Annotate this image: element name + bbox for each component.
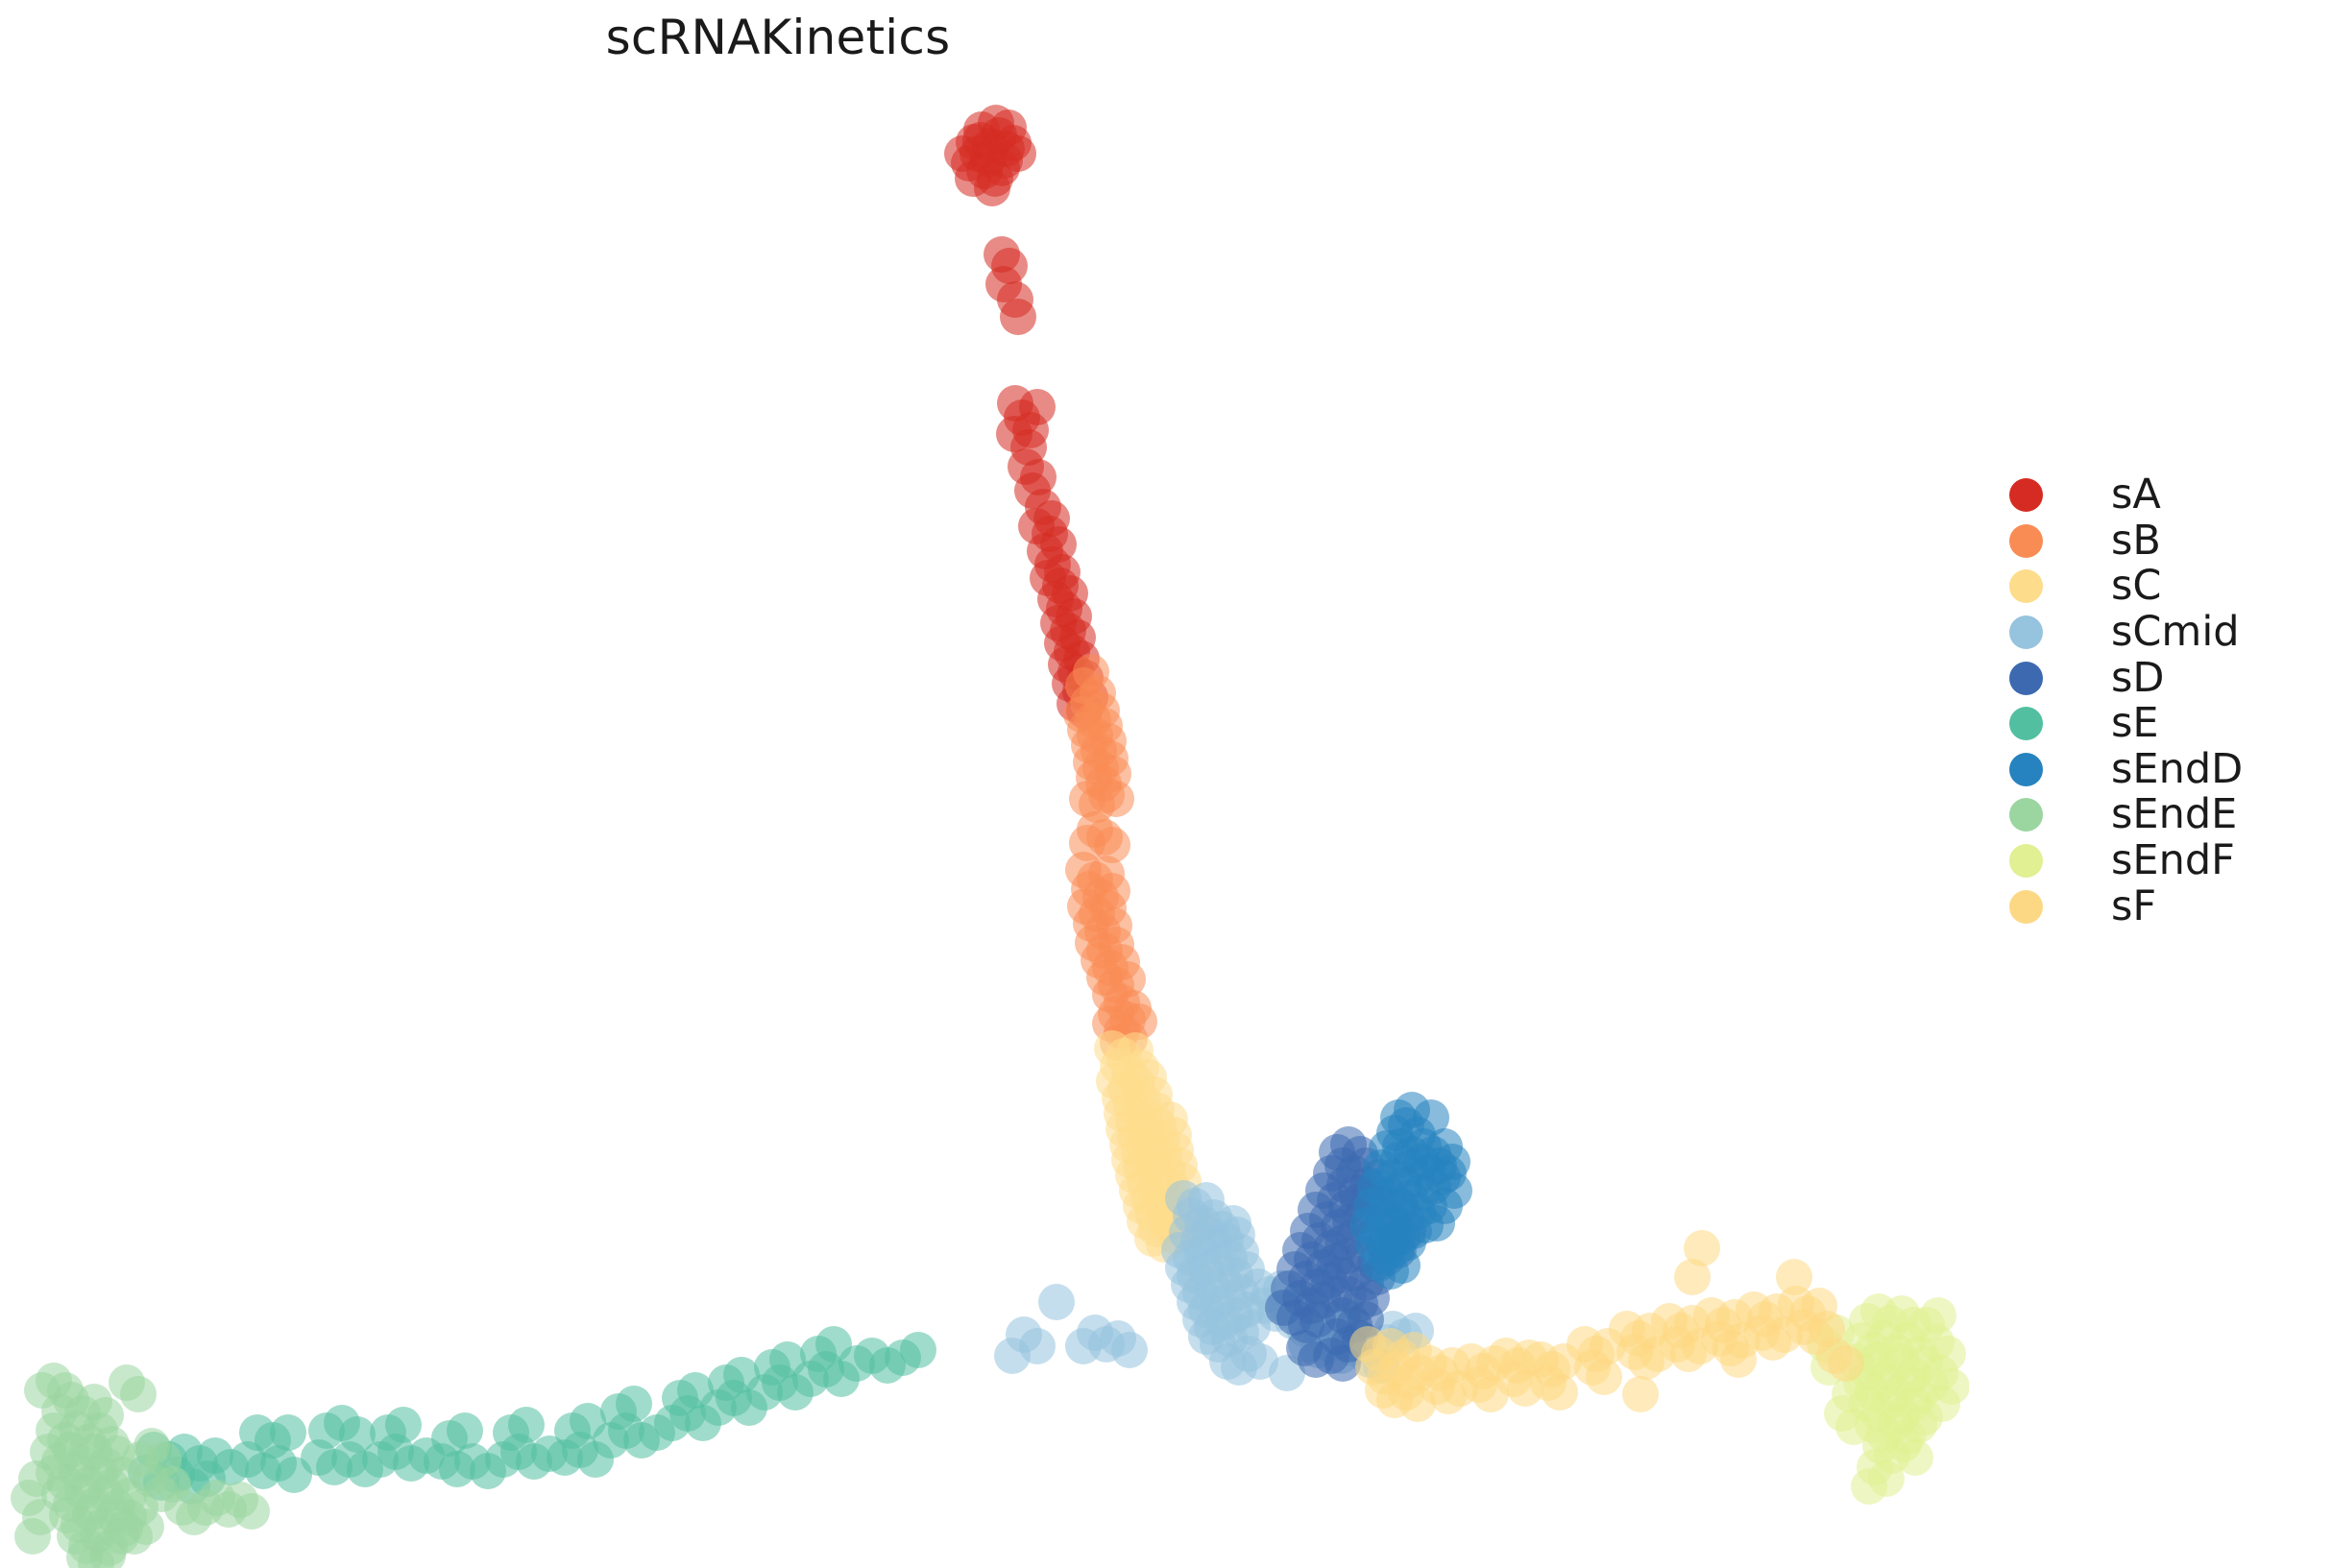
scatter-point xyxy=(270,1414,306,1451)
legend-label: sEndF xyxy=(2111,836,2235,885)
legend-swatch-icon xyxy=(2009,844,2043,879)
scatter-point xyxy=(508,1407,545,1443)
legend-swatch-icon xyxy=(2009,707,2043,741)
scatter-point xyxy=(47,1372,84,1409)
legend-swatch-icon xyxy=(2009,752,2043,786)
legend-item-sB[interactable]: sB xyxy=(2009,519,2332,565)
legend-item-sCmid[interactable]: sCmid xyxy=(2009,610,2332,656)
scatter-point xyxy=(1038,1284,1075,1320)
legend-item-sA[interactable]: sA xyxy=(2009,472,2332,519)
legend-item-sD[interactable]: sD xyxy=(2009,655,2332,701)
legend-label: sD xyxy=(2111,653,2165,702)
scatter-point xyxy=(145,1441,182,1478)
scatter-point xyxy=(1098,781,1134,817)
legend-item-sEndF[interactable]: sEndF xyxy=(2009,838,2332,884)
chart-legend: sA sB sC sCmid sD sE sEndD sEndE sEndF sF xyxy=(2009,472,2332,929)
legend-swatch-icon xyxy=(2009,478,2043,513)
scatter-point xyxy=(128,1508,164,1545)
legend-label: sB xyxy=(2111,516,2161,565)
scatter-point xyxy=(1828,1345,1864,1382)
scatter-series-sF xyxy=(1349,1230,1864,1422)
scatter-point xyxy=(120,1376,157,1412)
scatter-points-svg xyxy=(11,105,1969,1568)
scatter-point xyxy=(974,170,1010,206)
scatter-point xyxy=(1674,1259,1711,1295)
legend-item-sC[interactable]: sC xyxy=(2009,564,2332,610)
legend-item-sEndD[interactable]: sEndD xyxy=(2009,747,2332,793)
scatter-series-sEndE xyxy=(11,1363,270,1568)
scatter-point xyxy=(1924,1386,1960,1422)
scatter-point xyxy=(962,122,999,158)
scatter-series-sE xyxy=(128,1326,936,1505)
scatter-point xyxy=(1586,1359,1622,1395)
scatter-point xyxy=(14,1518,51,1555)
scatter-point xyxy=(994,1338,1031,1374)
legend-item-sF[interactable]: sF xyxy=(2009,883,2332,929)
legend-swatch-icon xyxy=(2009,569,2043,604)
scatter-series-sEndD xyxy=(1349,1092,1472,1290)
scatter-point xyxy=(1111,1332,1148,1368)
scatter-point xyxy=(1000,299,1036,335)
legend-label: sE xyxy=(2111,699,2159,748)
scatter-point xyxy=(1851,1468,1887,1505)
scatter-point xyxy=(1094,827,1130,863)
scatter-point xyxy=(1430,1155,1467,1192)
scatter-point xyxy=(900,1332,936,1368)
scatter-point xyxy=(1419,1205,1455,1242)
scatter-point xyxy=(1324,1345,1361,1382)
scatter-point xyxy=(1920,1297,1956,1334)
legend-swatch-icon xyxy=(2009,661,2043,695)
legend-label: sC xyxy=(2111,562,2162,611)
scatter-point xyxy=(616,1386,652,1422)
legend-swatch-icon xyxy=(2009,798,2043,832)
scatter-point xyxy=(1897,1439,1933,1476)
scatter-point xyxy=(1622,1376,1659,1412)
legend-label: sF xyxy=(2111,881,2157,930)
scatter-point xyxy=(447,1412,483,1449)
scatter-point xyxy=(1835,1409,1872,1445)
legend-label: sA xyxy=(2111,470,2161,519)
legend-label: sEndE xyxy=(2111,790,2238,839)
legend-label: sEndD xyxy=(2111,744,2244,793)
scatter-point xyxy=(1684,1230,1720,1266)
scatter-point xyxy=(1542,1374,1578,1411)
scatter-point xyxy=(1209,1343,1246,1380)
scatter-series-sA xyxy=(944,105,1108,729)
scatter-point xyxy=(1065,1328,1102,1364)
scatter-point xyxy=(1380,1099,1417,1136)
page-title: scRNAKinetics xyxy=(605,10,951,65)
scatter-point xyxy=(1720,1341,1757,1378)
legend-item-sE[interactable]: sE xyxy=(2009,701,2332,747)
scatter-point xyxy=(1776,1259,1812,1295)
scatter-point xyxy=(1069,781,1105,817)
scatter-point xyxy=(990,109,1027,146)
scatter-point xyxy=(233,1493,270,1530)
scatter-series-sC xyxy=(1094,1030,1217,1263)
legend-item-sEndE[interactable]: sEndE xyxy=(2009,792,2332,838)
legend-swatch-icon xyxy=(2009,889,2043,924)
scatter-point xyxy=(1384,1247,1421,1284)
scatter-point xyxy=(1286,1330,1323,1366)
scatter-point xyxy=(339,1416,376,1453)
legend-label: sCmid xyxy=(2111,608,2240,657)
legend-swatch-icon xyxy=(2009,615,2043,650)
scatter-point xyxy=(385,1407,422,1443)
legend-swatch-icon xyxy=(2009,523,2043,558)
scatter-plot-area xyxy=(11,105,1969,1568)
scatter-series-sB xyxy=(1063,654,1157,1061)
scatter-point xyxy=(89,1537,126,1568)
scatter-point xyxy=(1019,389,1056,425)
